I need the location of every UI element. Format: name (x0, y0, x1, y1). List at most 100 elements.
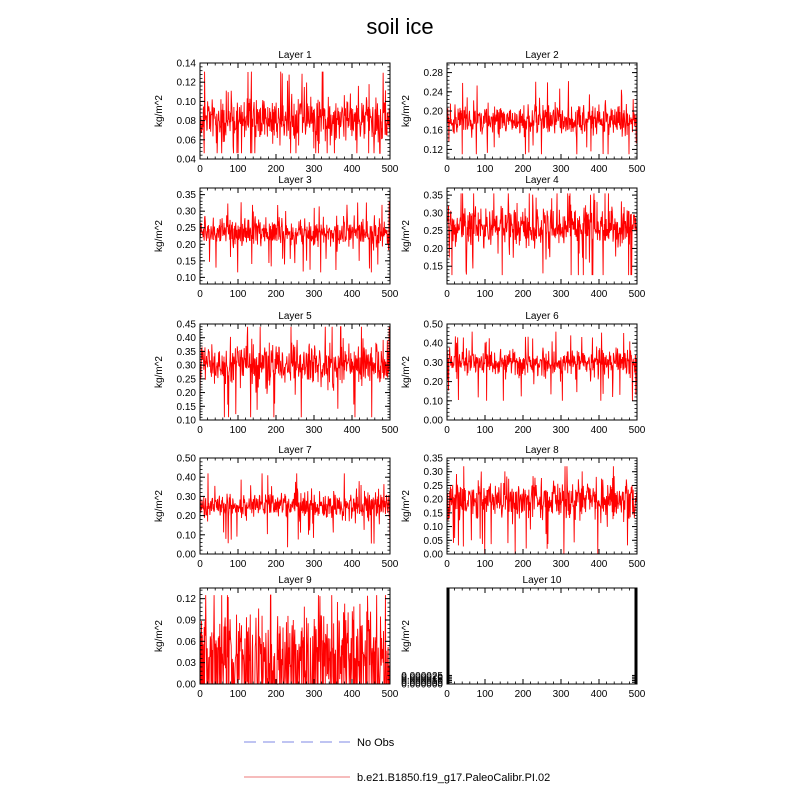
y-tick-label: 0.10 (177, 416, 197, 427)
y-tick-label: 0.15 (177, 402, 197, 413)
y-tick-label: 0.10 (424, 522, 444, 533)
y-axis-label: kg/m^2 (154, 490, 165, 522)
y-tick-label: 0.30 (177, 207, 197, 218)
x-tick-label: 0 (197, 164, 203, 175)
y-tick-label: 0.20 (177, 511, 197, 522)
y-tick-label: 0.35 (177, 190, 197, 201)
x-tick-label: 400 (591, 559, 608, 570)
x-tick-label: 200 (268, 559, 285, 570)
y-tick-label: 0.40 (177, 333, 197, 344)
x-tick-label: 200 (515, 164, 532, 175)
x-tick-label: 200 (515, 689, 532, 700)
series-line (199, 201, 391, 273)
panel-title: Layer 9 (278, 575, 312, 586)
y-tick-label: 0.05 (424, 536, 444, 547)
panel-layer-8: Layer 8 kg/m^2 0 100 200 300 400 500 0.00 0.05 0.1… (401, 445, 646, 570)
x-tick-label: 100 (477, 689, 494, 700)
x-tick-label: 500 (629, 425, 646, 436)
y-tick-label: 0.30 (424, 358, 444, 369)
x-tick-label: 200 (268, 689, 285, 700)
series-line (446, 598, 637, 685)
y-axis-label: kg/m^2 (401, 356, 412, 388)
y-tick-label: 0.30 (177, 361, 197, 372)
x-tick-label: 200 (515, 289, 532, 300)
y-tick-label: 0.20 (177, 388, 197, 399)
y-tick-label: 0.20 (424, 107, 444, 118)
legend-label-no-obs: No Obs (357, 737, 395, 749)
series-line (446, 193, 638, 276)
y-tick-label: 0.15 (424, 262, 444, 273)
y-tick-label: 0.30 (177, 492, 197, 503)
x-tick-label: 400 (344, 289, 361, 300)
x-tick-label: 300 (553, 289, 570, 300)
panel-layer-6: Layer 6 kg/m^2 0 100 200 300 400 500 0.00 0.10 0.2… (401, 311, 646, 436)
x-tick-label: 400 (344, 559, 361, 570)
y-axis-label: kg/m^2 (154, 95, 165, 127)
y-tick-label: 0.25 (177, 223, 197, 234)
panel-title: Layer 10 (523, 575, 562, 586)
y-tick-label: 0.28 (424, 68, 444, 79)
x-tick-label: 300 (306, 559, 323, 570)
x-tick-label: 0 (197, 559, 203, 570)
x-tick-label: 400 (344, 689, 361, 700)
x-tick-label: 100 (477, 559, 494, 570)
y-tick-label: 0.10 (177, 273, 197, 284)
x-tick-label: 100 (477, 425, 494, 436)
panel-layer-10: Layer 10 kg/m^2 0 100 200 300 400 500 0.0000000.… (401, 575, 646, 700)
x-tick-label: 0 (444, 559, 450, 570)
legend: No Obs b.e21.B1850.f19_g17.PaleoCalibr.P… (244, 737, 550, 784)
y-tick-label: 0.000005 (401, 678, 443, 689)
plot-frame (446, 457, 638, 555)
y-tick-label: 0.20 (177, 240, 197, 251)
x-tick-label: 200 (268, 425, 285, 436)
x-tick-label: 0 (444, 689, 450, 700)
x-tick-label: 300 (553, 425, 570, 436)
panel-title: Layer 7 (278, 445, 312, 456)
x-tick-label: 100 (230, 164, 247, 175)
plot-frame (199, 323, 391, 421)
x-tick-label: 100 (477, 289, 494, 300)
y-tick-label: 0.10 (177, 97, 197, 108)
plot-frame (199, 62, 391, 160)
panel-title: Layer 8 (525, 445, 559, 456)
plot-frame (199, 587, 391, 685)
x-tick-label: 500 (382, 689, 399, 700)
series-line (446, 331, 638, 401)
panel-layer-9: Layer 9 kg/m^2 0 100 200 300 400 500 0.00 0.03 0.0… (154, 575, 399, 700)
x-tick-label: 300 (553, 164, 570, 175)
y-axis-label: kg/m^2 (401, 220, 412, 252)
y-tick-label: 0.50 (424, 320, 444, 331)
series-line (446, 81, 638, 155)
x-tick-label: 300 (306, 689, 323, 700)
y-tick-label: 0.20 (424, 377, 444, 388)
y-tick-label: 0.40 (424, 339, 444, 350)
y-tick-label: 0.12 (424, 145, 444, 156)
x-tick-label: 100 (230, 559, 247, 570)
x-tick-label: 400 (591, 164, 608, 175)
panel-layer-2: Layer 2 kg/m^2 0 100 200 300 400 500 0.12 0.16 0.2… (401, 50, 646, 175)
x-tick-label: 400 (344, 164, 361, 175)
y-tick-label: 0.16 (424, 126, 444, 137)
x-tick-label: 300 (306, 164, 323, 175)
y-tick-label: 0.04 (177, 155, 197, 166)
panel-title: Layer 2 (525, 50, 559, 61)
x-tick-label: 300 (306, 289, 323, 300)
y-tick-label: 0.00 (177, 680, 197, 691)
y-tick-label: 0.000010 (401, 676, 443, 687)
y-tick-label: 0.10 (424, 396, 444, 407)
legend-label-model: b.e21.B1850.f19_g17.PaleoCalibr.PI.02 (357, 772, 550, 784)
y-axis-label: kg/m^2 (401, 620, 412, 652)
y-tick-label: 0.000025 (401, 671, 443, 682)
y-axis-label: kg/m^2 (154, 620, 165, 652)
y-tick-label: 0.08 (177, 116, 197, 127)
x-tick-label: 100 (477, 164, 494, 175)
x-tick-label: 200 (268, 164, 285, 175)
y-tick-label: 0.000020 (401, 673, 443, 684)
plot-frame (446, 323, 638, 421)
plot-frame (446, 587, 638, 685)
y-tick-label: 0.000015 (401, 674, 443, 685)
x-tick-label: 500 (629, 164, 646, 175)
y-axis-label: kg/m^2 (401, 95, 412, 127)
x-tick-label: 0 (444, 425, 450, 436)
series-line (446, 466, 638, 555)
